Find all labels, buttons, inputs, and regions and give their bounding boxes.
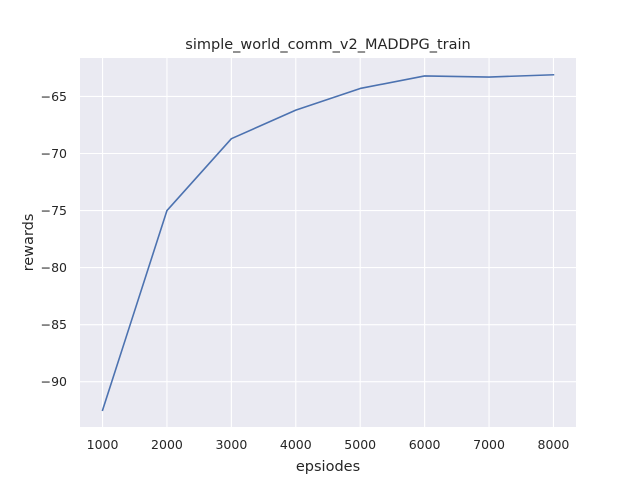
y-tick-label: −85 <box>41 317 67 332</box>
y-tick-label: −80 <box>41 260 67 275</box>
x-axis-label: epsiodes <box>296 459 360 475</box>
y-tick-labels: −90 −85 −80 −75 −70 −65 <box>41 89 67 389</box>
x-tick-label: 6000 <box>409 437 441 452</box>
x-tick-label: 7000 <box>473 437 505 452</box>
grid <box>80 58 576 427</box>
y-tick-label: −75 <box>41 203 67 218</box>
x-tick-label: 1000 <box>87 437 119 452</box>
plot-area <box>80 58 576 427</box>
x-tick-label: 3000 <box>215 437 247 452</box>
y-tick-label: −65 <box>41 89 67 104</box>
series-layer <box>101 73 555 412</box>
x-tick-label: 2000 <box>151 437 183 452</box>
x-tick-labels: 1000 2000 3000 4000 5000 6000 7000 8000 <box>87 437 570 452</box>
chart-title: simple_world_comm_v2_MADDPG_train <box>185 37 470 53</box>
series-line <box>101 73 555 412</box>
y-axis-label: rewards <box>21 214 37 272</box>
x-tick-label: 4000 <box>280 437 312 452</box>
y-tick-label: −90 <box>41 374 67 389</box>
x-tick-label: 5000 <box>344 437 376 452</box>
x-tick-label: 8000 <box>538 437 570 452</box>
y-tick-label: −70 <box>41 146 67 161</box>
